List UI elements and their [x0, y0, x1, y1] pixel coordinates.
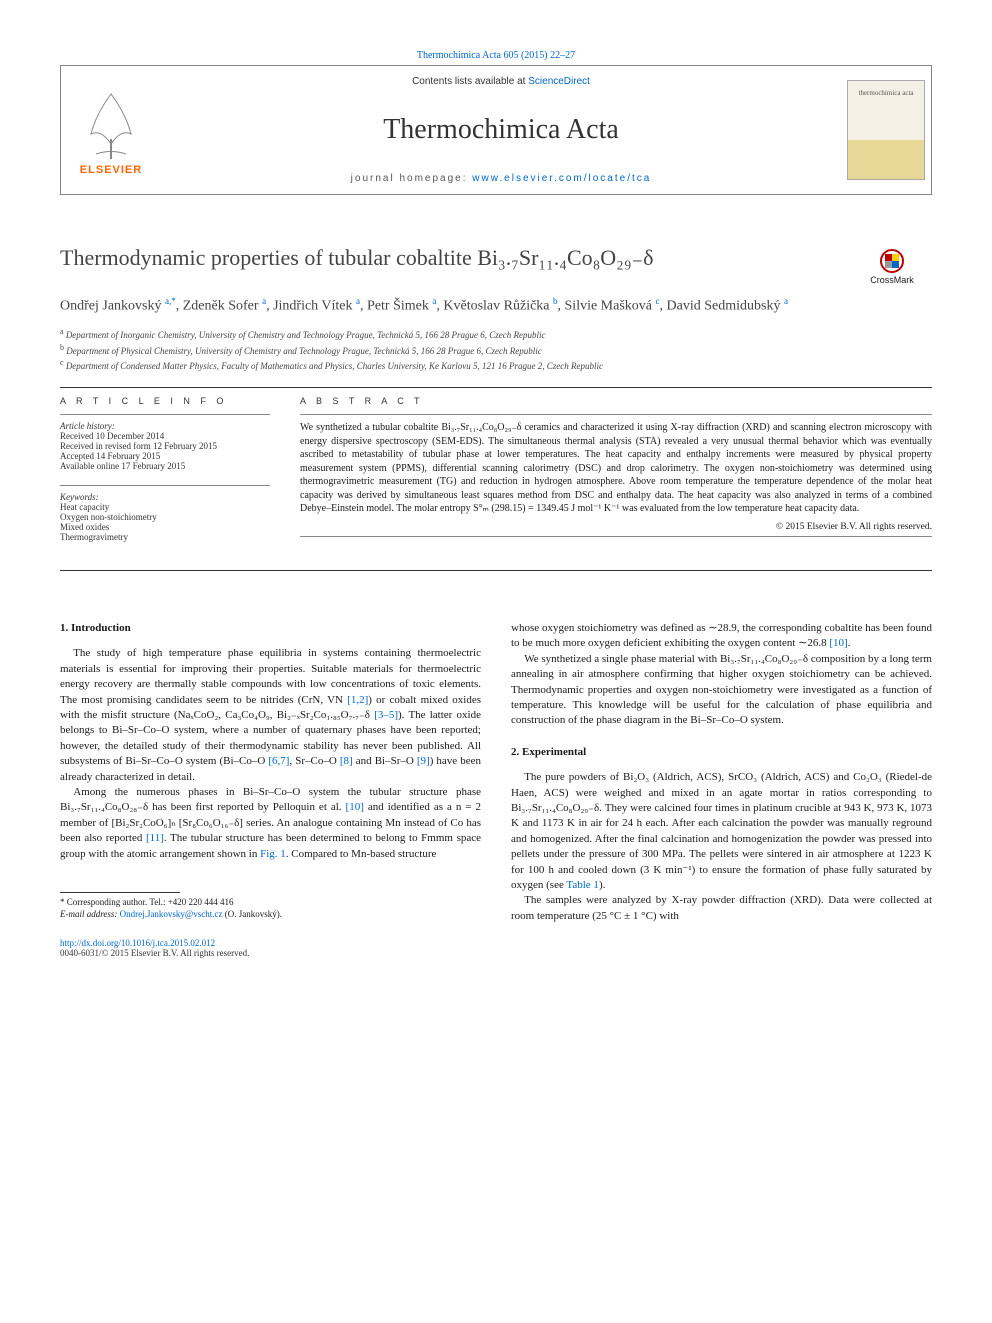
- issn-copyright-line: 0040-6031/© 2015 Elsevier B.V. All right…: [60, 948, 932, 958]
- email-label: E-mail address:: [60, 909, 117, 919]
- divider-rule: [60, 387, 932, 388]
- crossmark-icon: [880, 249, 904, 273]
- experimental-paragraph-1: The pure powders of Bi₂O₃ (Aldrich, ACS)…: [511, 770, 932, 893]
- section-heading-experimental: 2. Experimental: [511, 745, 932, 760]
- intro-paragraph-4: We synthetized a single phase material w…: [511, 652, 932, 729]
- sciencedirect-link[interactable]: ScienceDirect: [528, 76, 590, 87]
- history-line: Received 10 December 2014: [60, 431, 270, 441]
- keywords-label: Keywords:: [60, 492, 99, 502]
- body-column-right: whose oxygen stoichiometry was defined a…: [511, 621, 932, 924]
- corr-author-email[interactable]: Ondrej.Jankovsky@vscht.cz: [120, 909, 223, 919]
- elsevier-wordmark: ELSEVIER: [80, 164, 142, 176]
- journal-homepage-line: journal homepage: www.elsevier.com/locat…: [171, 173, 831, 184]
- history-line: Available online 17 February 2015: [60, 461, 270, 471]
- keyword-line: Heat capacity: [60, 502, 270, 512]
- affiliation-line: c Department of Condensed Matter Physics…: [60, 357, 932, 373]
- contents-prefix: Contents lists available at: [412, 76, 528, 87]
- keywords-block: Keywords: Heat capacityOxygen non-stoich…: [60, 485, 270, 542]
- abstract-text: We synthetized a tubular cobaltite Bi₃.₇…: [300, 414, 932, 516]
- keyword-line: Mixed oxides: [60, 522, 270, 532]
- affiliation-line: a Department of Inorganic Chemistry, Uni…: [60, 326, 932, 342]
- abstract-heading: A B S T R A C T: [300, 396, 932, 406]
- section-heading-introduction: 1. Introduction: [60, 621, 481, 636]
- journal-homepage-link[interactable]: www.elsevier.com/locate/tca: [472, 173, 651, 184]
- cover-image: thermochimica acta: [847, 80, 925, 180]
- doi-link[interactable]: http://dx.doi.org/10.1016/j.tca.2015.02.…: [60, 938, 932, 948]
- history-line: Accepted 14 February 2015: [60, 451, 270, 461]
- banner-center: Contents lists available at ScienceDirec…: [161, 66, 841, 194]
- article-title: Thermodynamic properties of tubular coba…: [60, 245, 832, 271]
- article-history-label: Article history:: [60, 421, 115, 431]
- divider-rule-2: [60, 570, 932, 571]
- corresponding-author-footnote: * Corresponding author. Tel.: +420 220 4…: [60, 897, 481, 920]
- experimental-paragraph-2: The samples were analyzed by X-ray powde…: [511, 893, 932, 924]
- elsevier-tree-icon: [76, 84, 146, 164]
- journal-cover-thumbnail[interactable]: thermochimica acta: [841, 66, 931, 194]
- intro-paragraph-2: Among the numerous phases in Bi–Sr–Co–O …: [60, 785, 481, 862]
- abstract-copyright: © 2015 Elsevier B.V. All rights reserved…: [300, 522, 932, 532]
- corr-author-who: (O. Jankovský).: [225, 909, 282, 919]
- keyword-line: Oxygen non-stoichiometry: [60, 512, 270, 522]
- body-two-column: 1. Introduction The study of high temper…: [60, 621, 932, 924]
- journal-header-banner: ELSEVIER Contents lists available at Sci…: [60, 65, 932, 195]
- intro-paragraph-3: whose oxygen stoichiometry was defined a…: [511, 621, 932, 652]
- crossmark-label: CrossMark: [870, 275, 914, 285]
- elsevier-logo[interactable]: ELSEVIER: [61, 66, 161, 194]
- article-info-column: A R T I C L E I N F O Article history: R…: [60, 396, 270, 556]
- keyword-line: Thermogravimetry: [60, 532, 270, 542]
- article-history-block: Article history: Received 10 December 20…: [60, 414, 270, 471]
- affiliation-line: b Department of Physical Chemistry, Univ…: [60, 342, 932, 358]
- authors-line: Ondřej Jankovský a,*, Zdeněk Sofer a, Ji…: [60, 295, 932, 316]
- journal-name: Thermochimica Acta: [171, 114, 831, 146]
- article-info-heading: A R T I C L E I N F O: [60, 396, 270, 406]
- affiliations-block: a Department of Inorganic Chemistry, Uni…: [60, 326, 932, 373]
- abstract-bottom-rule: [300, 536, 932, 537]
- citation-line: Thermochimica Acta 605 (2015) 22–27: [60, 50, 932, 61]
- body-column-left: 1. Introduction The study of high temper…: [60, 621, 481, 924]
- intro-paragraph-1: The study of high temperature phase equi…: [60, 646, 481, 785]
- abstract-column: A B S T R A C T We synthetized a tubular…: [300, 396, 932, 556]
- corr-author-line: * Corresponding author. Tel.: +420 220 4…: [60, 897, 481, 909]
- contents-available-line: Contents lists available at ScienceDirec…: [171, 76, 831, 87]
- history-line: Received in revised form 12 February 201…: [60, 441, 270, 451]
- footnote-rule: [60, 892, 180, 893]
- crossmark-badge[interactable]: CrossMark: [852, 249, 932, 285]
- homepage-prefix: journal homepage:: [351, 173, 473, 184]
